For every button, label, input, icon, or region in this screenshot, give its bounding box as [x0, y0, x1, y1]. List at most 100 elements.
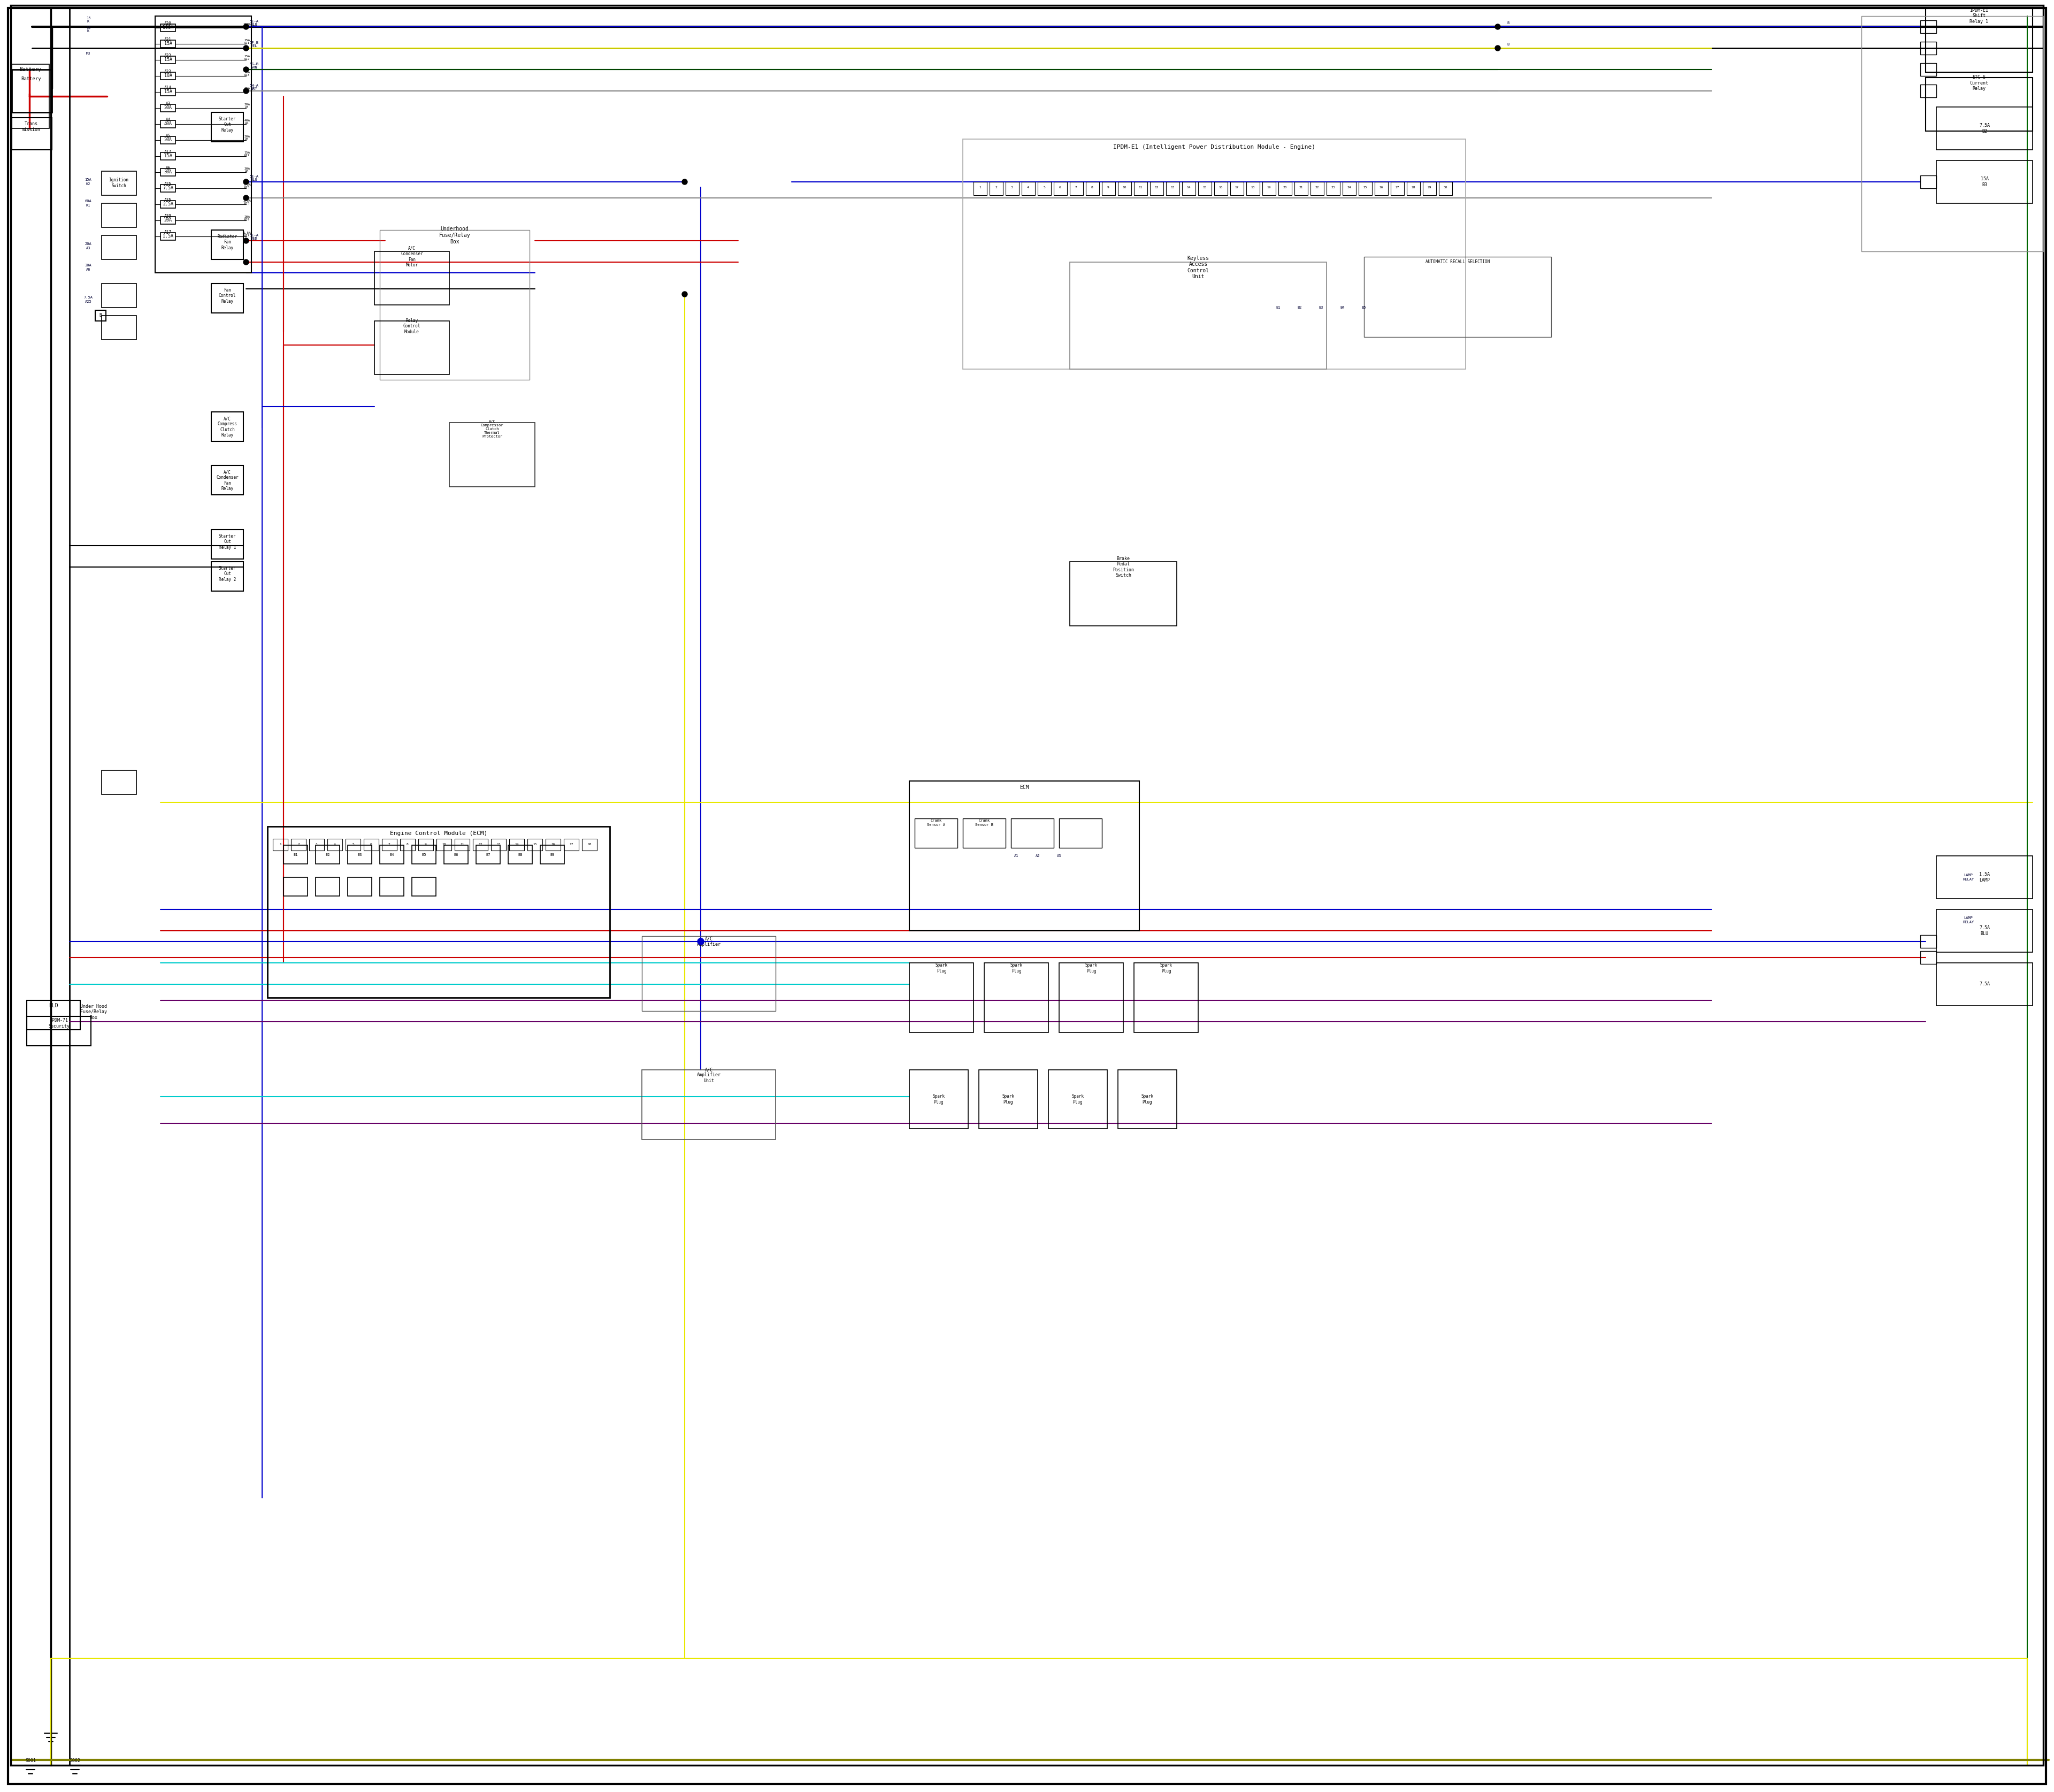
- Text: Battery: Battery: [21, 77, 41, 82]
- Bar: [1407, 181, 1419, 195]
- Bar: [980, 1070, 1037, 1129]
- Bar: [212, 283, 242, 314]
- Text: Underhood
Fuse/Relay
Box: Underhood Fuse/Relay Box: [440, 226, 470, 244]
- Circle shape: [1495, 45, 1499, 50]
- Text: A/C
Amplifier: A/C Amplifier: [696, 935, 721, 946]
- Text: Ignition
Switch: Ignition Switch: [109, 177, 129, 188]
- Bar: [1060, 819, 1101, 848]
- Bar: [364, 839, 378, 851]
- Text: 13: 13: [497, 842, 501, 846]
- Bar: [310, 839, 325, 851]
- Text: B: B: [1508, 22, 1510, 25]
- Text: E4: E4: [390, 853, 394, 857]
- Bar: [1920, 41, 1937, 54]
- Text: Starter
Cut
Relay 1: Starter Cut Relay 1: [218, 534, 236, 550]
- Circle shape: [698, 939, 705, 944]
- Text: 15A: 15A: [164, 57, 173, 63]
- Text: 15A
K2: 15A K2: [84, 179, 92, 185]
- Bar: [160, 168, 175, 176]
- Bar: [1927, 77, 2033, 131]
- Bar: [101, 172, 136, 195]
- Bar: [641, 1070, 776, 1140]
- Text: 20A
A39: 20A A39: [244, 215, 251, 220]
- Text: Spark
Plug: Spark Plug: [935, 962, 947, 973]
- Text: 10A
A23: 10A A23: [244, 72, 251, 77]
- Text: Radiator
Fan
Relay: Radiator Fan Relay: [218, 235, 236, 251]
- Circle shape: [242, 66, 249, 72]
- Bar: [1230, 181, 1243, 195]
- Text: 15A: 15A: [164, 41, 173, 47]
- Text: Spark
Plug: Spark Plug: [1085, 962, 1097, 973]
- Text: 100A
A20: 100A A20: [242, 23, 251, 29]
- Text: 5E-A
BLU: 5E-A BLU: [249, 20, 259, 27]
- Text: Spark
Plug: Spark Plug: [1072, 1095, 1085, 1104]
- Text: 15
K: 15 K: [86, 16, 90, 23]
- Text: ELD: ELD: [49, 1004, 58, 1009]
- Bar: [963, 140, 1467, 369]
- Text: 10: 10: [1121, 186, 1126, 188]
- Bar: [509, 839, 524, 851]
- Text: 40A: 40A: [164, 122, 173, 127]
- Circle shape: [682, 179, 688, 185]
- Text: 100A: 100A: [162, 25, 173, 30]
- Text: 23: 23: [1331, 186, 1335, 188]
- Text: A/C
Condenser
Fan
Relay: A/C Condenser Fan Relay: [216, 470, 238, 491]
- Bar: [1263, 181, 1276, 195]
- Bar: [101, 283, 136, 308]
- Text: Crank
Sensor B: Crank Sensor B: [976, 819, 994, 826]
- Text: E2: E2: [325, 853, 331, 857]
- Text: 15A
B3: 15A B3: [1980, 177, 1988, 186]
- Bar: [1343, 181, 1356, 195]
- Text: 12: 12: [1154, 186, 1158, 188]
- Circle shape: [242, 45, 249, 50]
- Bar: [12, 65, 49, 129]
- Bar: [212, 466, 242, 495]
- Bar: [1937, 909, 2033, 952]
- Text: 16: 16: [1218, 186, 1222, 188]
- Text: 15
K: 15 K: [86, 25, 90, 32]
- Bar: [1310, 181, 1325, 195]
- Text: B5: B5: [1362, 306, 1366, 310]
- Text: 7.5A
B2: 7.5A B2: [1980, 124, 1990, 134]
- Bar: [984, 962, 1048, 1032]
- Bar: [1101, 181, 1115, 195]
- Bar: [1060, 962, 1124, 1032]
- Bar: [212, 412, 242, 441]
- Bar: [1920, 20, 1937, 34]
- Bar: [101, 315, 136, 340]
- Text: Spark
Plug: Spark Plug: [1142, 1095, 1154, 1104]
- Bar: [316, 846, 339, 864]
- Bar: [1937, 161, 2033, 202]
- Text: IPDM-E1 (Intelligent Power Distribution Module - Engine): IPDM-E1 (Intelligent Power Distribution …: [1113, 145, 1315, 151]
- Text: 18: 18: [1251, 186, 1255, 188]
- Bar: [1021, 181, 1035, 195]
- Bar: [160, 72, 175, 79]
- Bar: [27, 1000, 80, 1030]
- Text: Brake
Pedal
Position
Switch: Brake Pedal Position Switch: [1113, 556, 1134, 577]
- Text: Fan
Control
Relay: Fan Control Relay: [218, 289, 236, 303]
- Text: AUTOMATIC RECALL SELECTION: AUTOMATIC RECALL SELECTION: [1425, 260, 1489, 265]
- Bar: [1247, 181, 1259, 195]
- Text: 20A
A5: 20A A5: [244, 134, 251, 142]
- Bar: [1327, 181, 1339, 195]
- Bar: [345, 839, 362, 851]
- Circle shape: [1495, 23, 1499, 29]
- Bar: [374, 251, 450, 305]
- Bar: [528, 839, 542, 851]
- Bar: [1278, 181, 1292, 195]
- Text: 15A: 15A: [164, 90, 173, 95]
- Bar: [283, 846, 308, 864]
- Bar: [316, 878, 339, 896]
- Text: S002: S002: [70, 1758, 80, 1763]
- Text: 7.5A: 7.5A: [1980, 982, 1990, 987]
- Bar: [212, 229, 242, 260]
- Text: 1.5A
A17: 1.5A A17: [242, 231, 251, 237]
- Bar: [1006, 181, 1019, 195]
- Text: A/C
Amplifier
Unit: A/C Amplifier Unit: [696, 1068, 721, 1082]
- Bar: [491, 839, 505, 851]
- Bar: [1440, 181, 1452, 195]
- Text: 15: 15: [532, 842, 536, 846]
- Text: 15A
A21: 15A A21: [244, 39, 251, 45]
- Text: A4: A4: [166, 118, 170, 122]
- Text: 30A
A6: 30A A6: [244, 167, 251, 174]
